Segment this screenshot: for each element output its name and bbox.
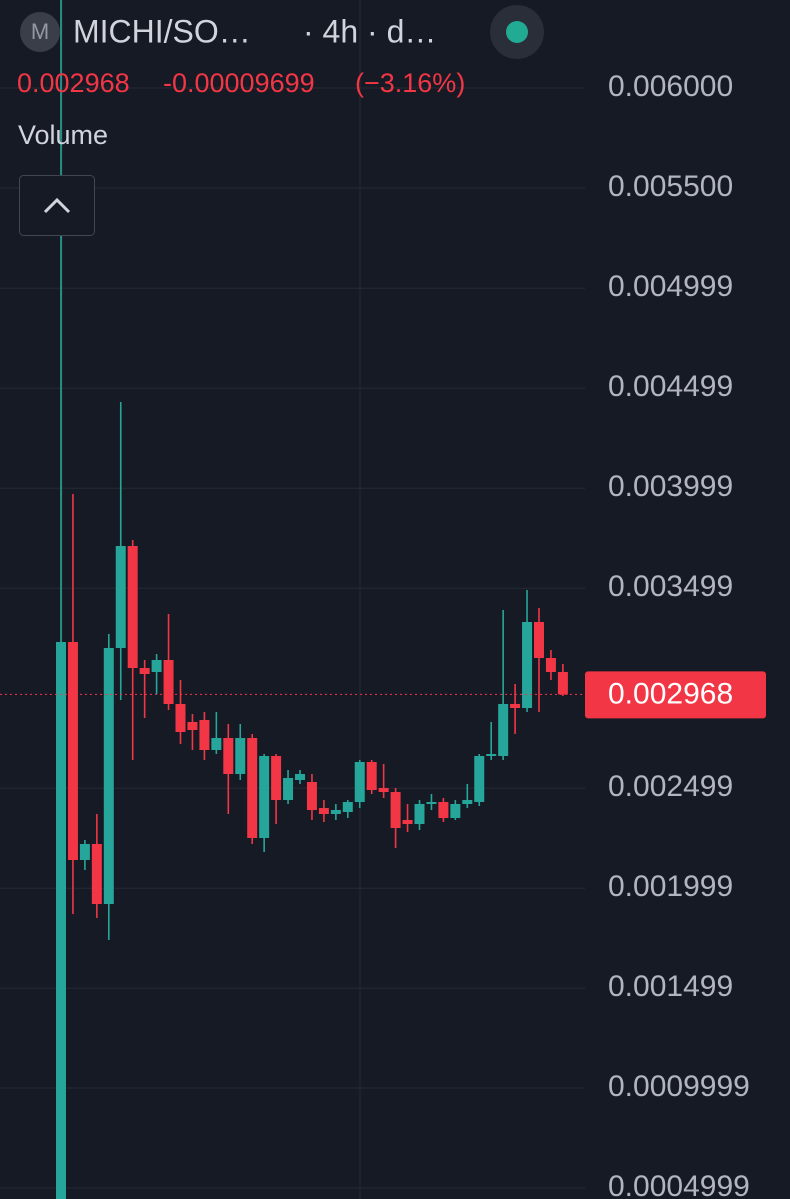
y-axis: 0.006000 0.005500 0.004999 0.004499 0.003999… (585, 70, 766, 1199)
candle-body (342, 802, 353, 812)
candle-body (127, 546, 138, 668)
candle-body (199, 720, 210, 750)
indicator-label: Volume (18, 120, 108, 150)
candle-body (115, 546, 126, 648)
symbol[interactable]: MICHI/SO… (73, 13, 251, 49)
candle-body (151, 660, 162, 672)
candle-body (534, 622, 544, 658)
status-dot (506, 21, 528, 43)
symbol-icon (20, 12, 60, 52)
candle-body (91, 844, 102, 904)
candle-body (474, 756, 485, 802)
candle-body (330, 810, 341, 814)
y-tick-label: 0.006000 (608, 70, 733, 103)
candle-body (498, 704, 509, 756)
candle-body (211, 738, 222, 750)
interval[interactable]: · 4h · d… (303, 13, 436, 49)
candle-body (259, 756, 270, 838)
y-tick-label: 0.0004999 (608, 1170, 750, 1199)
y-tick-label: 0.005500 (608, 170, 733, 203)
y-tick-label: 0.001999 (608, 870, 733, 903)
candle-body (306, 782, 317, 810)
candle-body (187, 722, 198, 730)
candle-body (510, 704, 521, 708)
candle-body (402, 820, 413, 824)
candle-body (414, 804, 425, 824)
candle-body (67, 642, 78, 860)
candle-body (545, 658, 556, 672)
last-price-tag (585, 671, 766, 719)
candle-body (390, 792, 401, 828)
header: M MICHI/SO… · 4h · d… 0.002968 -0.000096… (17, 5, 544, 236)
candle-body (283, 778, 294, 800)
y-tick-label: 0.0009999 (608, 1070, 750, 1103)
candle-body (486, 754, 497, 756)
candle-body (235, 738, 246, 774)
candle-body (557, 672, 568, 695)
candle-body (462, 800, 473, 804)
collapse-button[interactable] (19, 175, 95, 236)
candle-body (438, 802, 449, 818)
candle-body (426, 802, 437, 804)
change: -0.00009699 (163, 68, 315, 98)
y-tick-label: 0.002499 (608, 770, 733, 803)
price: 0.002968 (17, 68, 130, 98)
candle-body (247, 738, 258, 838)
grid (0, 0, 585, 1199)
y-tick-label: 0.004499 (608, 370, 733, 403)
candle-body (175, 704, 186, 732)
candle-body (163, 660, 174, 704)
candle-body (223, 738, 234, 774)
last-price-label: 0.002968 (608, 677, 733, 710)
y-tick-label: 0.004999 (608, 270, 733, 303)
y-tick-label: 0.003499 (608, 570, 733, 603)
symbol-icon-letter: M (31, 19, 49, 44)
change-pct: (−3.16%) (355, 68, 465, 98)
candle-body (103, 648, 114, 904)
candle-body (318, 808, 329, 814)
y-tick-label: 0.003999 (608, 470, 733, 503)
candle-body (271, 756, 282, 800)
candle-body (79, 844, 90, 860)
caret-icon (43, 197, 71, 214)
candle-body (378, 788, 389, 792)
candle-body (139, 668, 150, 674)
candle-body (354, 762, 365, 802)
y-tick-label: 0.001499 (608, 970, 733, 1003)
candle-body (522, 622, 533, 708)
candle-body (366, 762, 377, 790)
plot (0, 0, 585, 1199)
candle-body (450, 804, 461, 818)
candle-body (56, 642, 66, 1199)
candle-body (295, 774, 305, 780)
